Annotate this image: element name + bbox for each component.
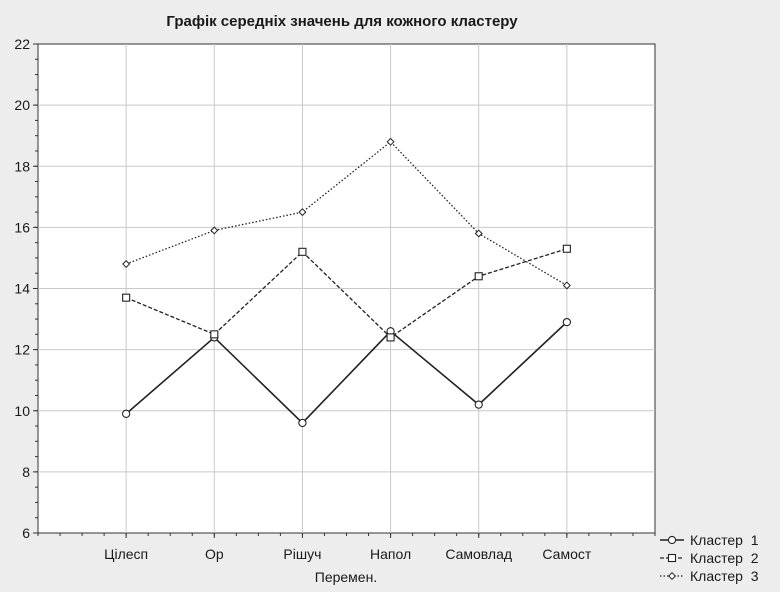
axis-ticks: 6 8 10 12 14 16 18 20 22 Цілесп Ор Рішуч Напол Самовл… bbox=[14, 36, 656, 562]
series-2-point bbox=[210, 330, 219, 339]
series-3-line bbox=[125, 140, 568, 287]
legend-item: Кластер 1 bbox=[660, 532, 759, 548]
y-tick-label: 10 bbox=[14, 403, 30, 419]
x-tick-label: Цілесп bbox=[104, 546, 148, 562]
x-tick-label: Самовлад bbox=[445, 546, 512, 562]
series-3-point bbox=[562, 281, 571, 290]
series-1-point bbox=[562, 317, 572, 327]
y-tick-label: 18 bbox=[14, 158, 30, 174]
y-tick-label: 6 bbox=[22, 525, 30, 541]
series-2-point bbox=[562, 244, 571, 253]
series-2-point bbox=[474, 272, 483, 281]
series-3-point bbox=[298, 208, 307, 217]
legend: Кластер 1 Кластер 2 Кластер 3 bbox=[660, 532, 759, 584]
y-tick-label: 20 bbox=[14, 97, 30, 113]
x-axis-label: Перемен. bbox=[315, 569, 377, 585]
series-lines bbox=[121, 137, 572, 428]
series-1-point bbox=[298, 418, 307, 428]
series-2-point bbox=[386, 333, 395, 342]
grid bbox=[38, 44, 655, 533]
legend-label: Кластер 1 bbox=[690, 532, 759, 548]
series-3-point bbox=[122, 260, 131, 269]
series-3-point bbox=[386, 137, 395, 146]
legend-label: Кластер 3 bbox=[690, 568, 759, 584]
legend-marker bbox=[667, 535, 677, 545]
series-2-point bbox=[122, 293, 131, 302]
series-1-point bbox=[474, 400, 483, 409]
y-tick-label: 14 bbox=[14, 281, 30, 297]
legend-item: Кластер 3 bbox=[660, 568, 759, 584]
y-tick-label: 16 bbox=[14, 219, 30, 235]
series-3-point bbox=[210, 226, 219, 235]
series-2 bbox=[122, 244, 571, 342]
y-tick-label: 8 bbox=[22, 464, 30, 480]
chart-title: Графік середніх значень для кожного клас… bbox=[166, 13, 518, 30]
y-tick-label: 12 bbox=[14, 342, 30, 358]
series-2-line bbox=[125, 248, 568, 339]
legend-marker bbox=[667, 553, 677, 563]
x-tick-label: Рішуч bbox=[283, 546, 321, 562]
series-3-point bbox=[474, 229, 483, 238]
series-3 bbox=[122, 137, 571, 290]
series-2-point bbox=[298, 247, 307, 256]
series-1-line bbox=[125, 321, 568, 425]
y-tick-label: 22 bbox=[14, 36, 30, 52]
x-tick-label: Ор bbox=[205, 546, 224, 562]
legend-marker bbox=[667, 571, 677, 581]
x-tick-label: Самост bbox=[542, 546, 591, 562]
series-1-point bbox=[121, 409, 131, 418]
x-tick-label: Напол bbox=[370, 546, 411, 562]
legend-item: Кластер 2 bbox=[660, 550, 759, 566]
legend-label: Кластер 2 bbox=[690, 550, 759, 566]
